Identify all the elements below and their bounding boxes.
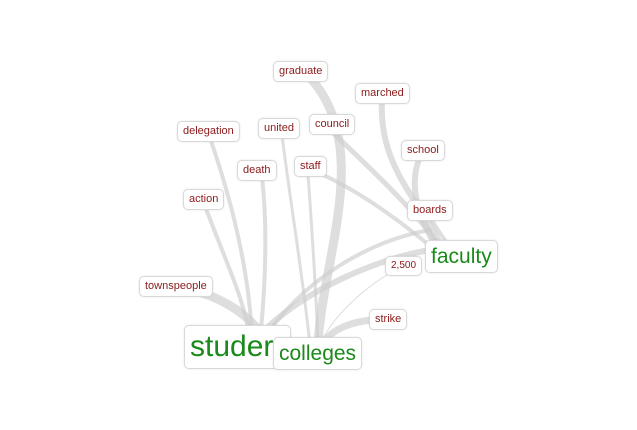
edge-united-colleges: [280, 133, 312, 347]
node-marched[interactable]: marched: [355, 83, 410, 104]
edge-graduate-colleges: [307, 75, 346, 350]
node-delegation[interactable]: delegation: [177, 121, 240, 142]
node-action[interactable]: action: [183, 189, 225, 210]
edge-staff-colleges: [306, 172, 320, 347]
edge-death-students: [258, 175, 268, 342]
node-council[interactable]: council: [309, 114, 356, 135]
node-strike[interactable]: strike: [369, 309, 408, 330]
edge-students-faculty: [252, 247, 433, 343]
node-school[interactable]: school: [401, 140, 445, 161]
edge-students-faculty-2: [258, 228, 432, 347]
node-students[interactable]: studer: [184, 325, 291, 369]
node-townspeople[interactable]: townspeople: [139, 276, 213, 297]
node-united[interactable]: united: [258, 118, 300, 139]
node-graduate[interactable]: graduate: [273, 61, 329, 82]
node-staff[interactable]: staff: [294, 156, 327, 177]
node-boards[interactable]: boards: [407, 200, 453, 221]
edge-council-faculty: [327, 127, 443, 250]
node-death[interactable]: death: [237, 160, 277, 181]
edge-staff-faculty: [310, 168, 437, 252]
node-2500[interactable]: 2,500: [385, 256, 423, 276]
node-colleges[interactable]: colleges: [273, 337, 363, 370]
edge-marched-faculty: [378, 97, 443, 248]
node-faculty[interactable]: faculty: [425, 240, 498, 273]
